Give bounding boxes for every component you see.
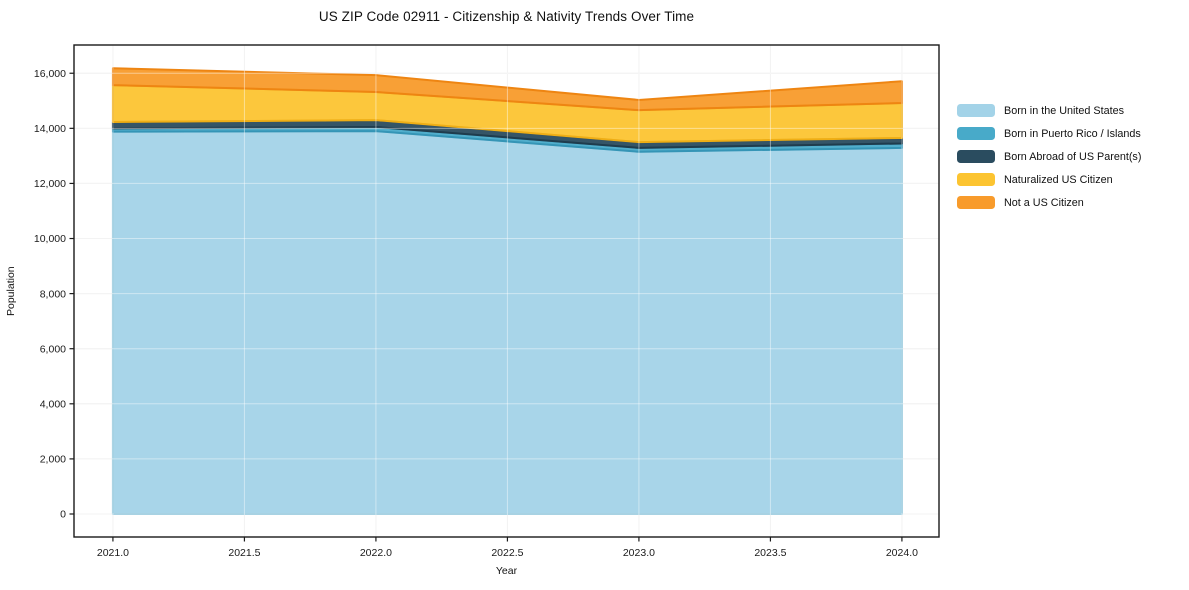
legend-item-label: Naturalized US Citizen: [1004, 173, 1113, 186]
x-tick-label: 2022.0: [360, 547, 392, 559]
plot-frame: [73, 44, 940, 538]
legend-swatch-icon: [957, 150, 995, 163]
y-tick-label: 10,000: [34, 233, 66, 245]
legend-item-label: Born in Puerto Rico / Islands: [1004, 127, 1141, 140]
x-tick-label: 2023.5: [754, 547, 786, 559]
legend-swatch-icon: [957, 127, 995, 140]
legend-swatch-icon: [957, 173, 995, 186]
y-tick-label: 12,000: [34, 178, 66, 190]
y-tick-label: 16,000: [34, 68, 66, 80]
y-tick-label: 8,000: [40, 288, 66, 300]
x-tick-label: 2022.5: [491, 547, 523, 559]
legend-item-label: Not a US Citizen: [1004, 196, 1084, 209]
area-not-a-us-citizen: [111, 67, 903, 112]
chart-title: US ZIP Code 02911 - Citizenship & Nativi…: [318, 9, 695, 24]
y-tick-label: 14,000: [34, 123, 66, 135]
x-tick-label: 2021.0: [97, 547, 129, 559]
legend-item-not-a-us-citizen: Not a US Citizen: [957, 196, 1141, 209]
legend-item-born-in-puerto-rico-islands: Born in Puerto Rico / Islands: [957, 127, 1141, 140]
y-tick-label: 0: [60, 509, 66, 521]
legend-item-label: Born Abroad of US Parent(s): [1004, 150, 1142, 163]
legend-swatch-icon: [957, 104, 995, 117]
y-tick-label: 4,000: [40, 399, 66, 411]
x-tick-label: 2021.5: [228, 547, 260, 559]
x-axis-label: Year: [495, 565, 518, 577]
legend-item-label: Born in the United States: [1004, 104, 1125, 117]
y-tick-label: 2,000: [40, 454, 66, 466]
y-tick-label: 6,000: [40, 343, 66, 355]
legend-item-born-abroad-of-us-parent-s: Born Abroad of US Parent(s): [957, 150, 1141, 163]
x-tick-label: 2024.0: [886, 547, 918, 559]
x-tick-label: 2023.0: [623, 547, 655, 559]
y-axis-label: Population: [5, 266, 17, 316]
legend-item-naturalized-us-citizen: Naturalized US Citizen: [957, 173, 1141, 186]
legend: Born in the United States Born in Puerto …: [957, 104, 1141, 219]
legend-item-born-in-the-united-states: Born in the United States: [957, 104, 1141, 117]
legend-swatch-icon: [957, 196, 995, 209]
